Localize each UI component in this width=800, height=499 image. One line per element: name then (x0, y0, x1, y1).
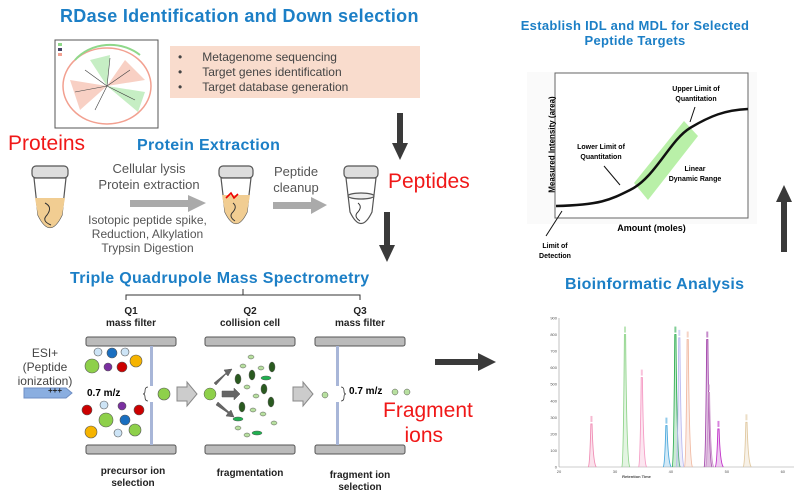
tube-peptides (343, 165, 379, 225)
y-tick-label: 300 (550, 415, 557, 420)
calibration-curve-chart (527, 72, 757, 237)
bullet-item: • Metagenome sequencing (178, 50, 337, 64)
q3-caption: fragment ion selection (329, 470, 391, 493)
msms-title: Triple Quadrupole Mass Spectrometry (70, 270, 370, 287)
x-tick-label: 60 (781, 469, 786, 474)
digestion-step: Isotopic peptide spike, Reduction, Alkyla… (88, 213, 207, 255)
upper-limit-label: Upper Limit of Quantitation (672, 86, 720, 103)
chromatogram-peak (587, 423, 597, 468)
q1-label: Q1 mass filter (105, 306, 157, 329)
chromatogram-peak (705, 392, 715, 468)
precursor-ions (81, 347, 171, 439)
peak-label-mark (665, 417, 668, 424)
fragment-ions (203, 354, 411, 438)
bullet-box (170, 46, 420, 98)
q1-window: 0.7 m/z (87, 388, 121, 399)
q3-label: Q3 mass filter (334, 306, 386, 329)
quadrupole-bracket (125, 289, 361, 300)
bioinformatic-title: Bioinformatic Analysis (565, 276, 745, 293)
y-tick-label: 800 (550, 332, 557, 337)
peak-label-mark (706, 331, 709, 338)
peak-label-mark (707, 384, 710, 391)
lod-label: Limit of Detection (539, 243, 571, 260)
y-tick-label: 700 (550, 349, 557, 354)
transfer-arrows (176, 380, 314, 408)
lower-limit-label: Lower Limit of Quantitation (577, 144, 625, 161)
process-arrow-1 (130, 195, 206, 212)
chromatogram: 20 30 40 50 600100200300400500600700800900Re… (550, 316, 794, 479)
arrow-down-2 (379, 212, 395, 262)
y-tick-label: 0 (555, 465, 558, 470)
y-tick-label: 900 (550, 316, 557, 321)
peak-label-mark (590, 415, 593, 422)
window-braces (142, 386, 347, 402)
x-tick-label: 30 (613, 469, 618, 474)
arrow-down-1 (392, 113, 408, 160)
x-tick-label: 20 (557, 469, 562, 474)
chromatogram-peak (671, 334, 681, 468)
linear-range-band (634, 121, 698, 200)
x-axis-label: Retention Time (622, 474, 652, 479)
chromatogram-peak (662, 425, 672, 468)
chromatogram-peak (638, 377, 648, 468)
chromatogram-peak (714, 428, 724, 468)
chromatogram-peak (742, 421, 752, 468)
peak-label-mark (686, 331, 689, 338)
fragment-ions-label: Fragment ions (383, 399, 473, 447)
tube-proteins (31, 165, 69, 229)
bullet-item: • Target database generation (178, 80, 349, 94)
chromatogram-peak (675, 337, 685, 468)
cleanup-step: Peptide cleanup (273, 164, 319, 195)
peak-label-mark (745, 414, 748, 421)
protein-extraction-title: Protein Extraction (137, 137, 281, 154)
phylogenetic-tree-image (54, 39, 159, 129)
esi-needle (23, 387, 73, 399)
peak-label-mark (678, 329, 681, 336)
q2-caption: fragmentation (216, 468, 284, 479)
linear-range-label: Linear Dynamic Range (668, 166, 722, 183)
peak-label-mark (640, 369, 643, 376)
bullet-list: • Metagenome sequencing • Target genes i… (178, 50, 348, 95)
arrow-up (776, 185, 792, 252)
y-tick-label: 600 (550, 365, 557, 370)
q2-label: Q2 collision cell (219, 306, 281, 329)
esi-label: ESI+ (Peptide ionization) (17, 346, 73, 388)
process-arrow-2 (273, 197, 327, 214)
q3-window: 0.7 m/z (349, 386, 383, 397)
esi-charge: +++ (48, 386, 63, 395)
x-tick-label: 40 (669, 469, 674, 474)
bullet-item: • Target genes identification (178, 65, 342, 79)
quadrupole-plates (85, 336, 406, 455)
x-tick-label: 50 (725, 469, 730, 474)
peak-label-mark (674, 326, 677, 333)
idl-title: Establish IDL and MDL for Selected Peptid… (520, 18, 750, 48)
rdase-title: RDase Identification and Down selection (60, 6, 419, 26)
y-tick-label: 400 (550, 398, 557, 403)
arrow-right (435, 353, 496, 371)
peak-label-mark (624, 326, 627, 333)
chromatogram-peak (621, 334, 631, 468)
tube-digest (218, 165, 254, 225)
calibration-curve (555, 107, 749, 208)
q1-caption: precursor ion selection (100, 466, 166, 489)
lysis-step: Cellular lysis Protein extraction (98, 161, 200, 192)
peak-label-mark (717, 420, 720, 427)
y-tick-label: 200 (550, 431, 557, 436)
proteins-label: Proteins (8, 132, 86, 155)
filter-slits (150, 346, 339, 445)
idl-ylabel: Measured Intensity (area) (547, 96, 557, 193)
idl-xlabel: Amount (moles) (617, 223, 686, 233)
y-tick-label: 100 (550, 448, 557, 453)
y-tick-label: 500 (550, 382, 557, 387)
peptides-label: Peptides (388, 170, 470, 193)
chromatogram-peak (684, 339, 693, 468)
